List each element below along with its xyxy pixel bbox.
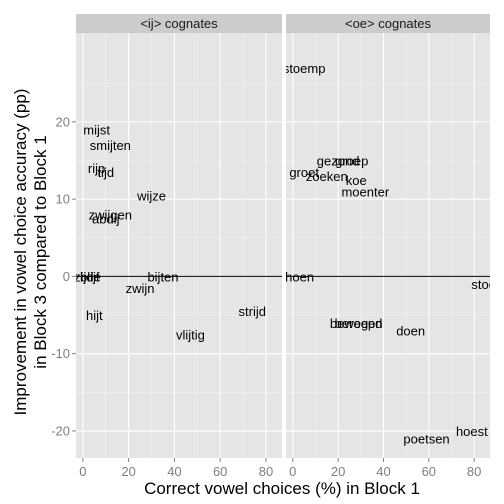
- x-tick-label: 80: [467, 464, 481, 479]
- data-point-label: bijten: [147, 269, 178, 284]
- y-tick-label: 20: [56, 114, 70, 129]
- x-tick-label: 0: [289, 464, 296, 479]
- data-point-label: beroepd: [335, 316, 383, 331]
- y-axis-title-line-2: in Block 3 compared to Block 1: [31, 135, 50, 368]
- panels-layer: <ij> cognatesmijstsmijtenrijptijdwijzezw…: [74, 14, 500, 458]
- x-tick-label: 60: [213, 464, 227, 479]
- x-tick-label: 20: [121, 464, 135, 479]
- panel-strip-label: <oe> cognates: [345, 16, 432, 31]
- data-point-label: groep: [335, 154, 368, 169]
- data-point-label: tijd: [97, 165, 114, 180]
- y-axis-title: Improvement in vowel choice accuracy (pp…: [11, 89, 50, 416]
- y-tick-label: 0: [63, 269, 70, 284]
- data-point-label: zijde: [74, 269, 101, 284]
- panel-strip: [286, 14, 490, 33]
- y-tick-label: -20: [51, 423, 70, 438]
- data-point-label: strijd: [239, 304, 266, 319]
- y-tick-labels: -20 -10 0 10 20: [51, 114, 76, 438]
- x-tick-labels: 0 20 40 60 80 0 20 40 60 80: [79, 458, 481, 479]
- y-axis-title-line-1: Improvement in vowel choice accuracy (pp…: [11, 89, 30, 416]
- data-point-label: koe: [346, 173, 367, 188]
- panel-1: <ij> cognatesmijstsmijtenrijptijdwijzezw…: [74, 14, 282, 458]
- data-point-label: hoest: [456, 424, 488, 439]
- data-point-label: zwijgen: [89, 208, 132, 223]
- y-tick-label: 10: [56, 192, 70, 207]
- x-tick-label: 20: [331, 464, 345, 479]
- panel-strip-label: <ij> cognates: [140, 16, 218, 31]
- x-tick-label: 40: [376, 464, 390, 479]
- data-point-label: mijst: [83, 123, 110, 138]
- data-point-label: zwijn: [126, 281, 155, 296]
- data-point-label: stoet: [471, 277, 500, 292]
- data-point-label: rijp: [88, 161, 105, 176]
- data-point-label: bewegen: [330, 316, 383, 331]
- x-tick-label: 0: [79, 464, 86, 479]
- data-point-label: groet: [289, 165, 319, 180]
- panel-strip: [76, 14, 282, 33]
- x-tick-label: 40: [167, 464, 181, 479]
- data-point-label: doen: [396, 324, 425, 339]
- data-point-label: stoemp: [283, 61, 326, 76]
- y-tick-label: -10: [51, 346, 70, 361]
- panel-background: [76, 33, 282, 458]
- data-point-label: vlijtig: [176, 327, 205, 342]
- data-point-label: hijt: [86, 308, 103, 323]
- panel-background: [286, 33, 490, 458]
- data-point-label: abdij: [92, 211, 120, 226]
- data-point-label: gezond: [317, 154, 360, 169]
- data-point-label: zoeken: [306, 169, 348, 184]
- data-point-label: wijze: [136, 188, 166, 203]
- data-point-label: moenter: [341, 184, 389, 199]
- data-point-label: poetsen: [403, 432, 449, 447]
- x-axis-title: Correct vowel choices (%) in Block 1: [144, 479, 420, 498]
- data-point-label: blijf: [80, 269, 100, 284]
- data-point-label: smijten: [90, 138, 131, 153]
- x-tick-label: 80: [259, 464, 273, 479]
- x-tick-label: 60: [422, 464, 436, 479]
- data-point-label: hoen: [285, 269, 314, 284]
